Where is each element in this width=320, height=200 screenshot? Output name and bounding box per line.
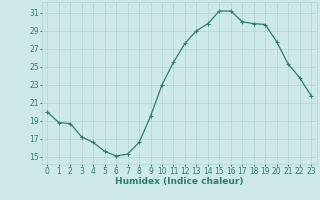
X-axis label: Humidex (Indice chaleur): Humidex (Indice chaleur)	[115, 177, 244, 186]
